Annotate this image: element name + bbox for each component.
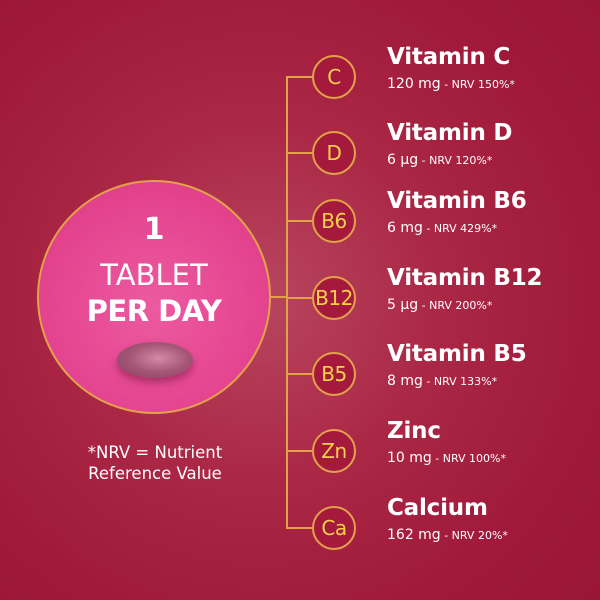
nutrient-nrv: - NRV 100%* (431, 452, 506, 465)
nutrient-name: Vitamin B12 (387, 265, 543, 291)
nutrient-amount: 5 µg (387, 297, 419, 313)
nutrient-nrv: - NRV 150%* (440, 78, 515, 91)
nutrient-dose: 10 mg - NRV 100%* (387, 450, 506, 466)
nutrient-symbol-badge: Zn (312, 429, 356, 473)
nutrient-name: Vitamin D (387, 120, 513, 146)
nutrient-nrv: - NRV 133%* (422, 375, 498, 388)
nutrient-amount: 10 mg (387, 450, 432, 466)
nutrient-item: B5 Vitamin B5 8 mg - NRV 133%* (286, 341, 600, 399)
nutrient-symbol-badge: B12 (312, 276, 356, 320)
nutrient-name: Zinc (387, 418, 441, 444)
nutrient-dose: 162 mg - NRV 20%* (387, 527, 508, 543)
dose-count: 1 (143, 212, 165, 247)
nutrient-amount: 8 mg (387, 373, 423, 389)
dose-unit: TABLET (100, 258, 208, 292)
nutrient-amount: 6 mg (387, 220, 423, 236)
nutrient-symbol-badge: B5 (312, 352, 356, 396)
branch-line (286, 297, 314, 299)
nutrient-item: C Vitamin C 120 mg - NRV 150%* (286, 44, 600, 102)
nutrient-dose: 8 mg - NRV 133%* (387, 373, 497, 389)
nutrient-symbol-badge: D (312, 131, 356, 175)
nutrient-symbol-badge: Ca (312, 506, 356, 550)
nutrient-amount: 162 mg (387, 527, 441, 543)
nutrient-name: Vitamin C (387, 44, 511, 70)
nutrient-amount: 6 µg (387, 152, 419, 168)
branch-line (286, 527, 314, 529)
nutrient-item: B12 Vitamin B12 5 µg - NRV 200%* (286, 265, 600, 323)
nutrient-name: Vitamin B5 (387, 341, 527, 367)
branch-line (286, 373, 314, 375)
nutrient-dose: 6 mg - NRV 429%* (387, 220, 497, 236)
nutrient-symbol-badge: B6 (312, 199, 356, 243)
branch-line (286, 152, 314, 154)
connector-line (271, 296, 288, 298)
nutrient-dose: 6 µg - NRV 120%* (387, 152, 492, 168)
nutrient-dose: 120 mg - NRV 150%* (387, 76, 515, 92)
branch-line (286, 220, 314, 222)
dosage-circle: 1 TABLET PER DAY (37, 180, 271, 414)
nutrient-item: Zn Zinc 10 mg - NRV 100%* (286, 418, 600, 476)
nutrient-symbol-badge: C (312, 55, 356, 99)
nutrient-nrv: - NRV 200%* (418, 299, 493, 312)
nutrient-item: Ca Calcium 162 mg - NRV 20%* (286, 495, 600, 553)
nutrient-nrv: - NRV 120%* (418, 154, 493, 167)
nutrient-amount: 120 mg (387, 76, 441, 92)
tablet-image (117, 342, 193, 378)
nutrient-name: Vitamin B6 (387, 188, 527, 214)
nutrient-name: Calcium (387, 495, 488, 521)
footnote-line-2: Reference Value (88, 464, 222, 483)
nutrient-item: B6 Vitamin B6 6 mg - NRV 429%* (286, 188, 600, 246)
footnote-line-1: *NRV = Nutrient (87, 443, 223, 462)
nutrient-nrv: - NRV 20%* (440, 529, 508, 542)
dose-frequency: PER DAY (86, 294, 222, 328)
nutrient-item: D Vitamin D 6 µg - NRV 120%* (286, 120, 600, 178)
branch-line (286, 450, 314, 452)
nutrient-dose: 5 µg - NRV 200%* (387, 297, 492, 313)
branch-line (286, 76, 314, 78)
tree-line (286, 76, 288, 527)
nutrient-nrv: - NRV 429%* (422, 222, 498, 235)
nrv-footnote: *NRV = Nutrient Reference Value (40, 442, 270, 484)
